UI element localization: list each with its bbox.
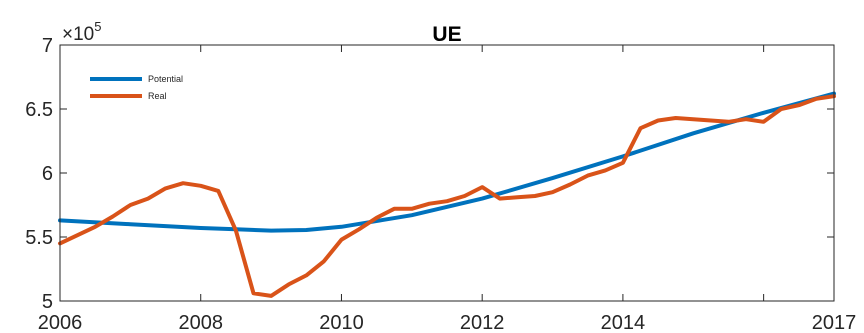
x-tick-label: 2014 [601,312,646,333]
ticks-layer [59,44,835,302]
legend: Potential Real [86,67,202,105]
y-exponent-label: ×105 [62,19,101,45]
x-tick-label: 2017 [812,312,857,333]
legend-label-real: Real [148,91,167,101]
series-layer [58,91,836,298]
x-tick-label: 2008 [178,312,223,333]
y-tick-label: 5.5 [25,227,53,249]
legend-label-potential: Potential [148,74,183,84]
y-tick-label: 6 [42,163,53,185]
y-tick-label: 5 [42,291,53,313]
series-line-potential [58,91,836,233]
chart-title: UE [432,23,461,46]
y-exponent-base: ×10 [62,24,94,45]
x-tick-label: 2010 [319,312,364,333]
y-tick-label: 6.5 [25,99,53,121]
x-tick-label: 2006 [38,312,83,333]
x-tick-label: 2012 [460,312,505,333]
y-exponent-power: 5 [94,19,101,34]
tick-labels: 2006 2008 2010 2012 2014 2017 5 5.5 6 6.5 7 [25,35,856,333]
y-tick-label: 7 [42,35,53,57]
series-line-real [58,94,836,298]
legend-box [86,67,202,105]
